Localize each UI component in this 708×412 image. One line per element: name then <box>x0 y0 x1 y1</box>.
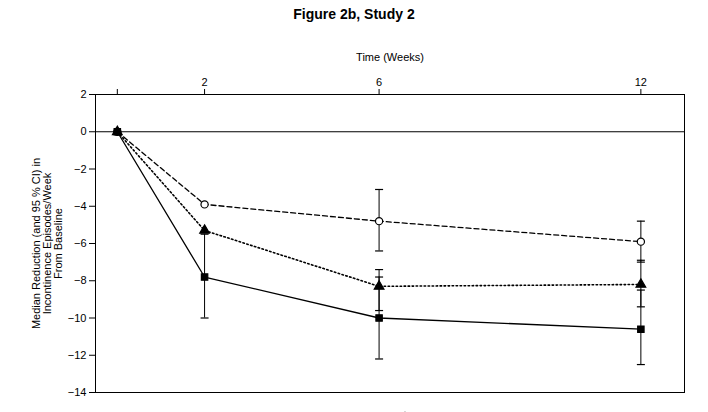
html-text:Figure 2b, Study 2: Figure 2b, Study 2 <box>293 6 415 22</box>
svg-text:6: 6 <box>376 76 382 88</box>
svg-text:−8: −8 <box>74 274 87 286</box>
svg-text:−4: −4 <box>74 200 87 212</box>
svg-text:2: 2 <box>202 76 208 88</box>
svg-text:0: 0 <box>80 125 86 137</box>
svg-text:−14: −14 <box>68 386 87 398</box>
svg-text:−10: −10 <box>68 312 87 324</box>
svg-text:Median Reduction (and 95 % CI): Median Reduction (and 95 % CI) inInconti… <box>30 158 64 329</box>
svg-text:2: 2 <box>80 88 86 100</box>
svg-text:−6: −6 <box>74 237 87 249</box>
svg-text:12: 12 <box>635 76 647 88</box>
svg-text:−12: −12 <box>68 349 87 361</box>
svg-text:−2: −2 <box>74 163 87 175</box>
svg-text:Time (Weeks): Time (Weeks) <box>356 51 424 63</box>
